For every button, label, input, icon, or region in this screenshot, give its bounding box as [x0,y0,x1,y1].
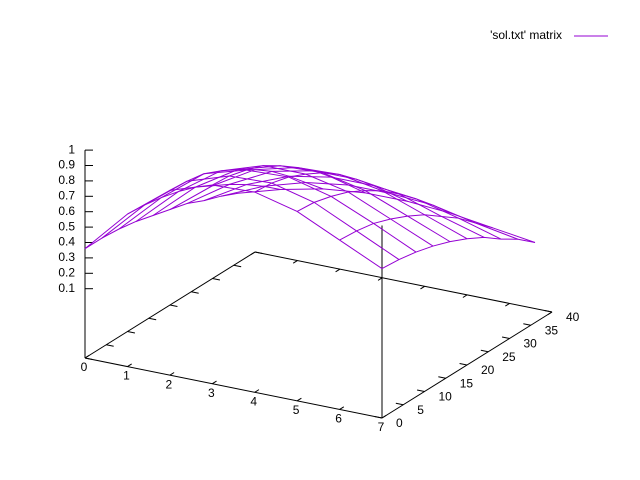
x-tick-label: 2 [166,377,173,391]
y-tick [416,389,425,392]
base-edge [254,251,553,313]
y-tick [148,317,157,321]
y-tick [480,349,489,353]
y-tick-label: 20 [481,363,495,377]
y-tick-label: 30 [524,337,538,351]
z-tick-label: 0.5 [58,219,75,233]
x-tick-label: 1 [123,369,130,383]
surface-column [212,165,366,194]
z-tick-label: 0.4 [58,235,75,249]
y-tick [254,251,263,254]
y-tick [438,376,446,379]
z-tick-label: 0.3 [58,250,75,264]
y-tick-label: 5 [417,403,424,417]
surface-column [254,172,408,202]
surface-column [84,192,239,250]
x-tick [339,406,345,410]
x-tick [169,372,175,376]
y-tick-label: 0 [396,416,403,430]
x-tick [296,397,302,402]
x-tick [250,251,256,256]
y-tick [169,304,178,307]
x-tick [212,380,217,385]
z-tick-label: 0.2 [58,265,75,279]
y-tick-label: 10 [439,390,453,404]
z-tick-label: 0.7 [58,188,75,202]
y-tick [459,363,468,366]
z-tick-label: 0.1 [58,281,75,295]
x-tick [420,285,425,290]
y-tick-label: 25 [502,350,516,364]
surface-row [203,175,502,240]
y-tick [191,291,199,294]
x-tick [505,303,510,307]
z-tick-label: 0.9 [58,158,75,172]
x-tick [292,260,298,264]
y-tick [395,402,404,406]
x-tick-label: 0 [81,360,88,374]
surface-row [169,166,468,240]
surface-row [186,170,485,238]
x-tick-label: 5 [293,403,300,417]
x-tick-label: 7 [378,420,385,434]
x-tick [335,268,341,273]
x-tick [377,277,383,281]
surface-row [152,165,451,243]
y-tick [544,310,553,313]
x-tick [84,354,90,359]
y-tick-label: 35 [545,323,559,337]
legend-label: 'sol.txt' matrix [490,28,562,42]
y-tick [127,331,136,334]
x-tick-label: 4 [250,394,257,408]
y-tick [106,344,114,347]
y-tick [212,278,221,281]
y-tick [84,357,93,360]
y-tick [523,323,531,326]
y-tick [501,336,510,339]
surface-column [339,214,493,241]
y-tick-label: 15 [460,376,474,390]
surface-row [118,169,417,253]
y-tick [374,416,383,419]
z-tick-label: 0.6 [58,204,75,218]
base-edge [84,357,383,419]
surface-row [220,182,519,240]
z-tick-label: 1 [68,142,75,156]
surface-row [101,175,400,260]
x-tick [462,294,468,298]
z-tick-label: 0.8 [58,173,75,187]
x-tick-label: 6 [335,412,342,426]
surface-row [135,165,434,247]
surface-column [381,236,536,270]
x-tick-label: 3 [208,386,215,400]
y-tick [233,264,242,268]
x-tick [254,389,260,393]
surface-column [127,183,281,215]
y-tick-label: 40 [566,310,580,324]
x-tick [547,311,553,316]
x-tick [127,363,132,367]
x-tick [381,414,387,419]
surface-column [296,190,451,214]
